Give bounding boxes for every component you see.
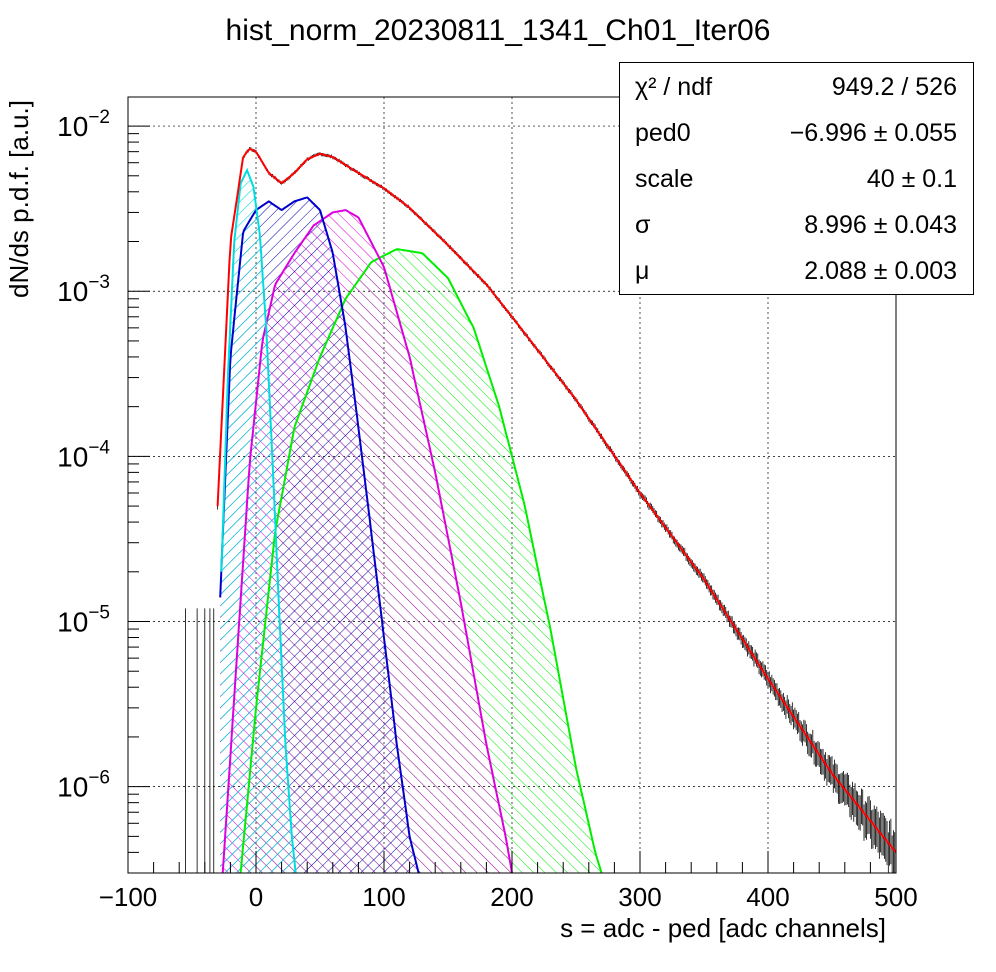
y-tick-label: 10−6 — [57, 768, 110, 803]
stat-name: σ — [635, 211, 651, 239]
y-tick-label: 10−2 — [57, 107, 110, 142]
component-curve — [219, 196, 420, 873]
component-fill — [221, 170, 296, 873]
stat-row: σ 8.996 ± 0.043 — [620, 211, 975, 257]
stat-value: −6.996 ± 0.055 — [789, 119, 957, 147]
stat-name: μ — [635, 257, 650, 285]
stat-row: scale 40 ± 0.1 — [620, 165, 975, 211]
x-tick-label: 200 — [490, 882, 533, 912]
stat-name: χ² / ndf — [635, 73, 713, 101]
x-tick-label: 0 — [249, 882, 263, 912]
component-curve — [239, 248, 603, 873]
fit-stats-box: χ² / ndf 949.2 / 526 ped0 −6.996 ± 0.055… — [619, 62, 974, 295]
x-tick-label: 500 — [874, 882, 917, 912]
y-axis-label-wrap: dN/ds p.d.f. [a.u.] — [4, 100, 34, 340]
stat-name: ped0 — [635, 119, 691, 147]
stat-value: 2.088 ± 0.003 — [804, 257, 957, 285]
x-tick-label: 100 — [362, 882, 405, 912]
stat-row: μ 2.088 ± 0.003 — [620, 257, 975, 303]
stat-name: scale — [635, 165, 694, 193]
stat-value: 949.2 / 526 — [831, 73, 957, 101]
x-tick-label: −100 — [99, 882, 158, 912]
stat-value: 8.996 ± 0.043 — [804, 211, 957, 239]
y-tick-label: 10−4 — [57, 437, 110, 472]
chart-title: hist_norm_20230811_1341_Ch01_Iter06 — [225, 14, 771, 47]
x-tick-label: 400 — [746, 882, 789, 912]
x-tick-label: 300 — [618, 882, 661, 912]
stat-value: 40 ± 0.1 — [866, 165, 957, 193]
component-curve — [220, 167, 297, 873]
y-tick-label: 10−3 — [57, 272, 110, 307]
y-tick-label: 10−5 — [57, 603, 110, 638]
fit-curve — [216, 147, 896, 854]
component-curve — [221, 209, 513, 873]
y-axis-label: dN/ds p.d.f. [a.u.] — [4, 100, 34, 298]
x-axis-label: s = adc - ped [adc channels] — [560, 913, 886, 943]
stat-row: χ² / ndf 949.2 / 526 — [620, 73, 975, 119]
stat-row: ped0 −6.996 ± 0.055 — [620, 119, 975, 165]
